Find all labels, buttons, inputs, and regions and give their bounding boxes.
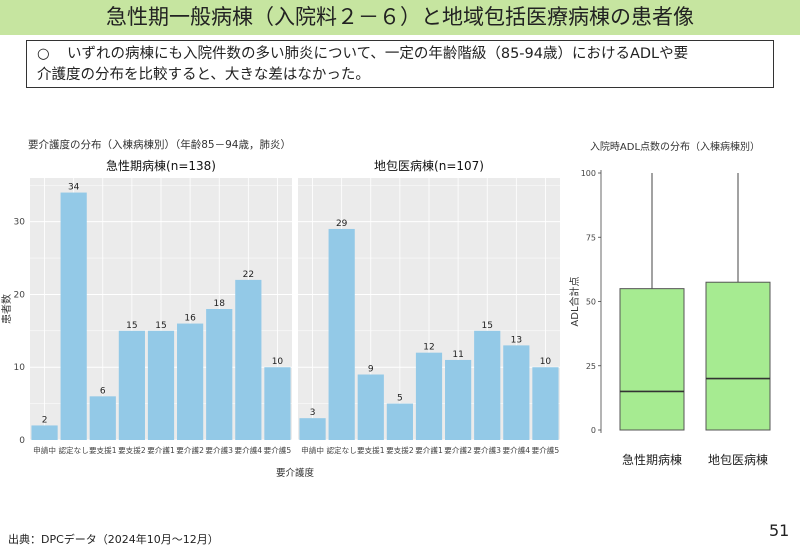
- bar: [445, 359, 472, 440]
- bar: [264, 367, 291, 440]
- bar-ytick-label: 30: [14, 218, 26, 228]
- bar-xtick-label: 要介護1: [147, 445, 175, 455]
- bar-value-label: 5: [397, 394, 403, 404]
- footer-source: 出典：DPCデータ（2024年10月～12月）: [8, 533, 219, 546]
- note-line-1: ○ いずれの病棟にも入院件数の多い肺炎について、一定の年齢階級（85-94歳）にお…: [37, 44, 763, 65]
- bar: [31, 425, 58, 440]
- box-ytick-label: 0: [591, 426, 596, 435]
- bar: [118, 330, 145, 440]
- note-line-2: 介護度の分布を比較すると、大きな差はなかった。: [37, 65, 763, 86]
- bar-value-label: 15: [481, 321, 492, 331]
- note-text-1: いずれの病棟にも入院件数の多い肺炎について、一定の年齢階級（85-94歳）におけ…: [67, 46, 689, 62]
- bar-value-label: 9: [368, 365, 374, 375]
- bar: [89, 396, 116, 440]
- box-xtick-label: 地包医病棟: [708, 452, 768, 467]
- bar-value-label: 34: [68, 183, 80, 193]
- bar: [299, 418, 326, 440]
- adl-box-chart: 入院時ADL点数の分布（入棟病棟別） ADL合計点 0 25 50 75 100 急性期病棟 地…: [568, 140, 771, 467]
- box-xtick-label: 急性期病棟: [622, 452, 682, 467]
- bar-xtick-label: 認定なし: [326, 445, 356, 455]
- box-ylabel: ADL合計点: [568, 276, 581, 326]
- bar-value-label: 15: [155, 321, 166, 331]
- box-ytick-label: 25: [586, 362, 596, 371]
- bar-value-label: 18: [213, 299, 225, 309]
- bar-ytick-label: 0: [19, 436, 25, 446]
- bar-value-label: 10: [272, 357, 284, 367]
- bar: [474, 330, 501, 440]
- bar-value-label: 29: [336, 219, 348, 229]
- bar: [386, 403, 413, 440]
- bar-xlabel: 要介護度: [276, 467, 315, 479]
- bar-chart-title: 要介護度の分布（入棟病棟別）（年齢85－94歳，肺炎）: [28, 138, 291, 151]
- bar-value-label: 10: [540, 357, 552, 367]
- box-ytick-label: 50: [586, 298, 596, 307]
- bar: [235, 279, 262, 440]
- facet-title: 地包医病棟(n=107): [374, 158, 484, 173]
- bar-xtick-label: 要支援2: [118, 445, 146, 455]
- bar-xtick-label: 要支援1: [89, 445, 117, 455]
- bar: [415, 352, 443, 440]
- bar-xtick-label: 要支援2: [386, 445, 414, 455]
- bar-xtick-label: 要介護3: [473, 445, 501, 455]
- bar-xtick-label: 要介護5: [532, 445, 560, 455]
- bar: [357, 374, 384, 440]
- bar: [147, 330, 175, 440]
- bar-value-label: 3: [310, 408, 316, 418]
- bar-xtick-label: 要支援1: [357, 445, 385, 455]
- box-ytick-label: 75: [586, 233, 596, 242]
- note-bullet: ○: [37, 46, 50, 62]
- bar-xtick-label: 要介護4: [235, 445, 263, 455]
- bar-xtick-label: 申請中: [301, 445, 324, 455]
- bar-value-label: 13: [511, 335, 522, 345]
- page-title: 急性期一般病棟（入院料２－６）と地域包括医療病棟の患者像: [106, 5, 694, 29]
- bar-xtick-label: 要介護2: [176, 445, 204, 455]
- box-iqr: [705, 281, 771, 431]
- box-chart-title: 入院時ADL点数の分布（入棟病棟別）: [590, 140, 760, 153]
- bar-value-label: 12: [423, 343, 434, 353]
- bar-xtick-label: 申請中: [33, 445, 56, 455]
- bar-value-label: 15: [126, 321, 137, 331]
- facet-title: 急性期病棟(n=138): [106, 158, 216, 173]
- bar-ytick-label: 10: [14, 363, 26, 373]
- bar-value-label: 11: [452, 350, 463, 360]
- bar: [177, 323, 204, 440]
- summary-note: ○ いずれの病棟にも入院件数の多い肺炎について、一定の年齢階級（85-94歳）にお…: [26, 40, 774, 88]
- box-ytick-label: 100: [581, 169, 596, 178]
- bar: [60, 192, 87, 440]
- title-bar: [0, 0, 800, 35]
- care-level-bar-chart: 要介護度の分布（入棟病棟別）（年齢85－94歳，肺炎） 患者数 0 10 20 30 急性期…: [0, 138, 560, 479]
- page-number: 51: [769, 521, 790, 540]
- bar-xtick-label: 認定なし: [58, 445, 88, 455]
- bar-value-label: 16: [184, 314, 196, 324]
- bar-value-label: 2: [42, 415, 48, 425]
- bar: [503, 345, 530, 440]
- bar: [328, 228, 355, 440]
- note-text-2: 介護度の分布を比較すると、大きな差はなかった。: [37, 67, 370, 83]
- bar-xtick-label: 要介護3: [205, 445, 233, 455]
- bar-xtick-label: 要介護4: [503, 445, 531, 455]
- box-iqr: [619, 288, 685, 431]
- bar-value-label: 22: [243, 270, 254, 280]
- bar: [206, 309, 233, 440]
- bar-xtick-label: 要介護5: [264, 445, 292, 455]
- bar-ytick-label: 20: [14, 290, 26, 300]
- bar: [532, 367, 559, 440]
- bar-xtick-label: 要介護1: [415, 445, 443, 455]
- bar-value-label: 6: [100, 386, 106, 396]
- bar-ylabel: 患者数: [0, 294, 13, 324]
- bar-xtick-label: 要介護2: [444, 445, 472, 455]
